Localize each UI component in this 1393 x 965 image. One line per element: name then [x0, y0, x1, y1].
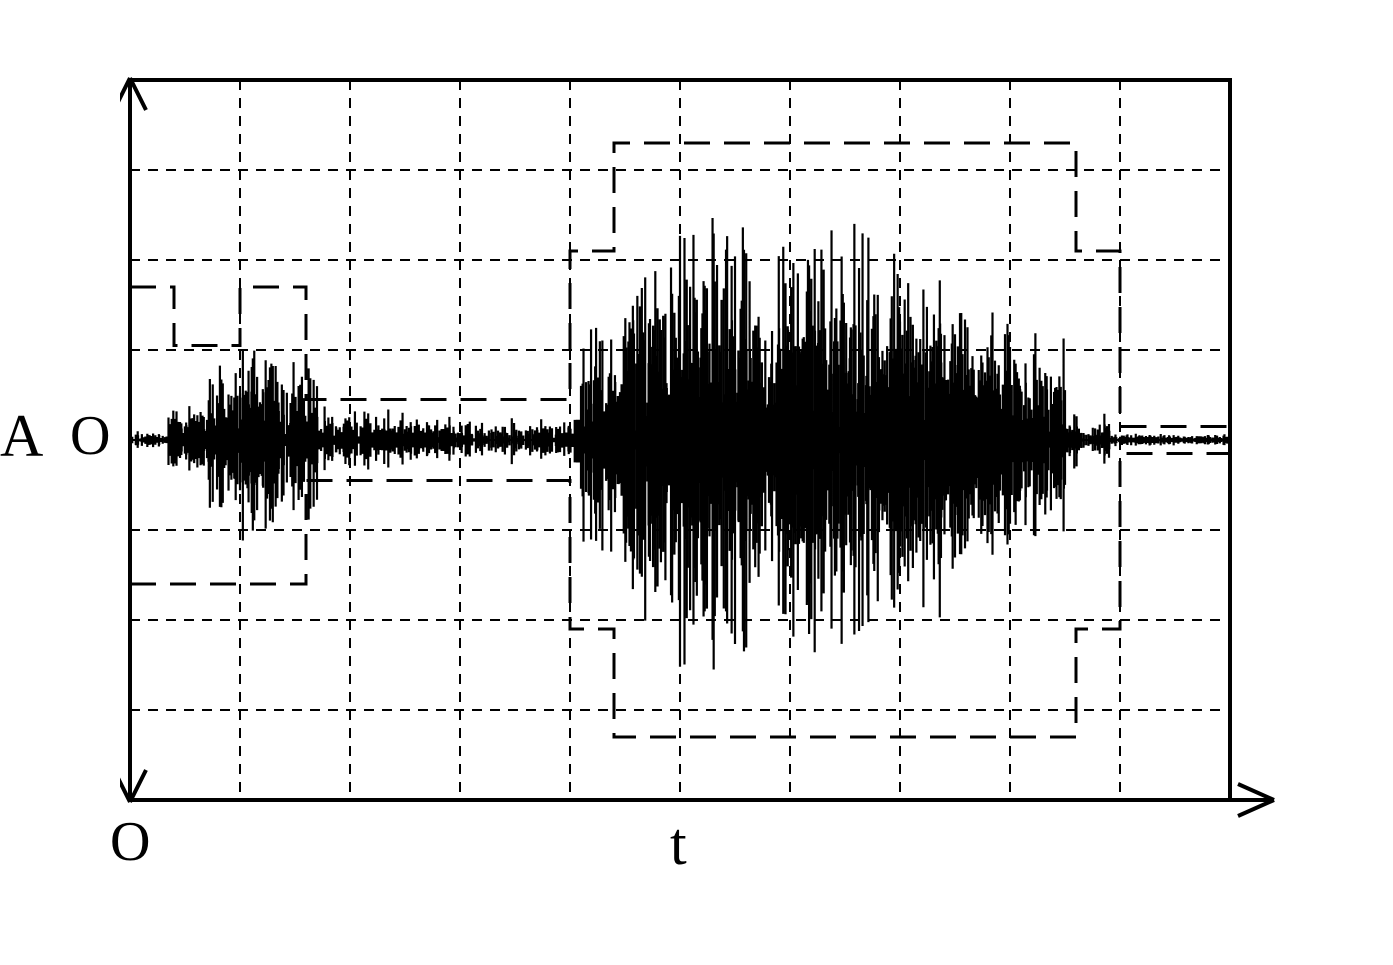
chart-svg — [120, 70, 1280, 850]
x-axis-label: t — [670, 810, 687, 879]
y-center-label: O — [70, 404, 110, 468]
waveform-chart — [120, 70, 1280, 850]
y-axis-label: A — [0, 402, 43, 471]
x-origin-label: O — [110, 810, 150, 874]
